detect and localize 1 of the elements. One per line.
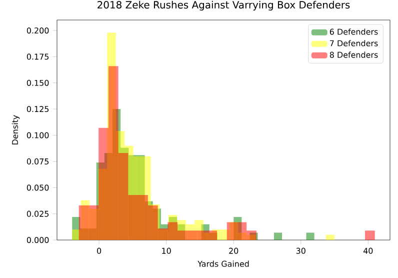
chart-title: 2018 Zeke Rushes Against Varrying Box Defenders [98,0,350,11]
